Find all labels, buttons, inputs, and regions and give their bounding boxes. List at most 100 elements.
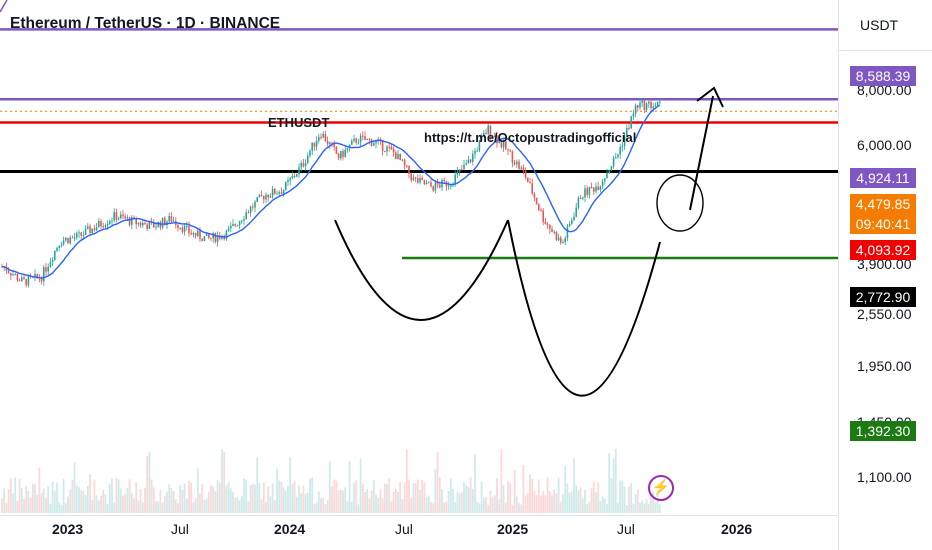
volume-bar <box>216 479 219 513</box>
volume-bar <box>601 496 604 513</box>
candle-body <box>399 153 401 161</box>
volume-bar <box>130 492 133 513</box>
candle-body <box>480 135 483 141</box>
candle-body <box>18 280 21 282</box>
volume-bar <box>408 479 410 513</box>
volume-bar <box>89 474 91 513</box>
level-badge-2772: 2,772.90 <box>850 287 916 307</box>
volume-bar <box>247 501 250 513</box>
volume-bar <box>306 492 309 513</box>
candle-body <box>27 275 30 286</box>
volume-bar <box>546 477 549 513</box>
volume-bar <box>42 488 45 513</box>
candle-body <box>414 177 417 179</box>
volume-bar <box>656 490 659 513</box>
candle-body <box>276 193 278 195</box>
volume-bar <box>172 491 175 513</box>
volume-bar <box>570 491 573 513</box>
volume-bar <box>322 498 325 513</box>
candle-body <box>458 169 461 172</box>
volume-bar <box>443 502 446 513</box>
volume-bar <box>148 451 151 513</box>
volume-bar <box>348 461 351 513</box>
volume-bar <box>414 483 417 513</box>
volume-bar <box>199 493 201 513</box>
candle-body <box>617 154 619 158</box>
candle-body <box>155 226 157 228</box>
volume-bar <box>40 492 43 513</box>
volume-bar <box>542 490 545 513</box>
volume-bar <box>115 477 118 513</box>
candle-body <box>595 186 597 192</box>
volume-bar <box>181 489 184 513</box>
candle-body <box>650 101 652 109</box>
candle-body <box>368 138 371 140</box>
candle-body <box>148 221 151 229</box>
candle-body <box>615 157 617 159</box>
volume-bar <box>67 496 69 513</box>
volume-bar <box>51 481 54 513</box>
currency-label[interactable]: USDT <box>860 17 899 33</box>
candle-body <box>551 228 553 232</box>
candle-body <box>643 100 646 110</box>
volume-bar <box>361 483 364 513</box>
candle-body <box>313 142 316 147</box>
volume-bar <box>27 491 30 513</box>
volume-bar <box>502 485 505 513</box>
volume-bar <box>469 477 472 513</box>
volume-bar <box>295 496 298 513</box>
volume-bar <box>78 487 80 513</box>
candle-body <box>124 216 126 219</box>
candle-body <box>274 188 276 195</box>
price-tick: 1,100.00 <box>857 469 912 485</box>
volume-bar <box>379 488 382 513</box>
candle-body <box>227 228 230 231</box>
target-arrow-shaft <box>689 95 714 211</box>
candle-body <box>566 226 569 239</box>
volume-bar <box>333 479 336 513</box>
volume-bar <box>412 483 415 513</box>
candle-body <box>21 277 23 281</box>
volume-bar <box>524 495 527 513</box>
volume-bar <box>9 477 12 513</box>
candle-body <box>485 133 487 135</box>
volume-bar <box>612 458 615 513</box>
volume-bar <box>119 488 122 513</box>
volume-bar <box>122 495 124 513</box>
candle-body <box>69 237 71 244</box>
volume-bar <box>568 492 571 513</box>
candle-body <box>483 133 485 136</box>
volume-bar <box>117 479 120 513</box>
volume-bar <box>137 500 140 513</box>
volume-bar <box>324 504 327 513</box>
volume-bar <box>658 504 661 513</box>
volume-bar <box>60 504 63 513</box>
candle-body <box>540 209 542 211</box>
candle-body <box>47 267 49 272</box>
volume-bar <box>641 500 644 513</box>
candle-body <box>500 140 503 148</box>
chart-title[interactable]: Ethereum / TetherUS · 1D · BINANCE <box>10 15 281 32</box>
candle-body <box>390 147 393 149</box>
time-tick: 2026 <box>721 521 753 537</box>
volume-bar <box>150 479 153 513</box>
volume-bar <box>278 480 281 513</box>
volume-bar <box>227 482 230 513</box>
candle-body <box>271 188 274 197</box>
candle-body <box>25 279 27 286</box>
pattern-curve-left <box>334 219 509 321</box>
volume-bar <box>71 479 74 513</box>
volume-bar <box>265 502 267 513</box>
candle-body <box>498 140 500 144</box>
volume-bar <box>544 495 547 513</box>
volume-bar <box>309 478 311 513</box>
candle-body <box>384 150 386 152</box>
volume-bar <box>155 500 157 513</box>
breakout-circle <box>656 174 704 232</box>
candle-body <box>538 204 540 210</box>
volume-bar <box>357 504 360 513</box>
lightning-icon[interactable]: ⚡ <box>648 475 674 501</box>
volume-bar <box>141 502 144 513</box>
volume-bar <box>372 480 375 513</box>
